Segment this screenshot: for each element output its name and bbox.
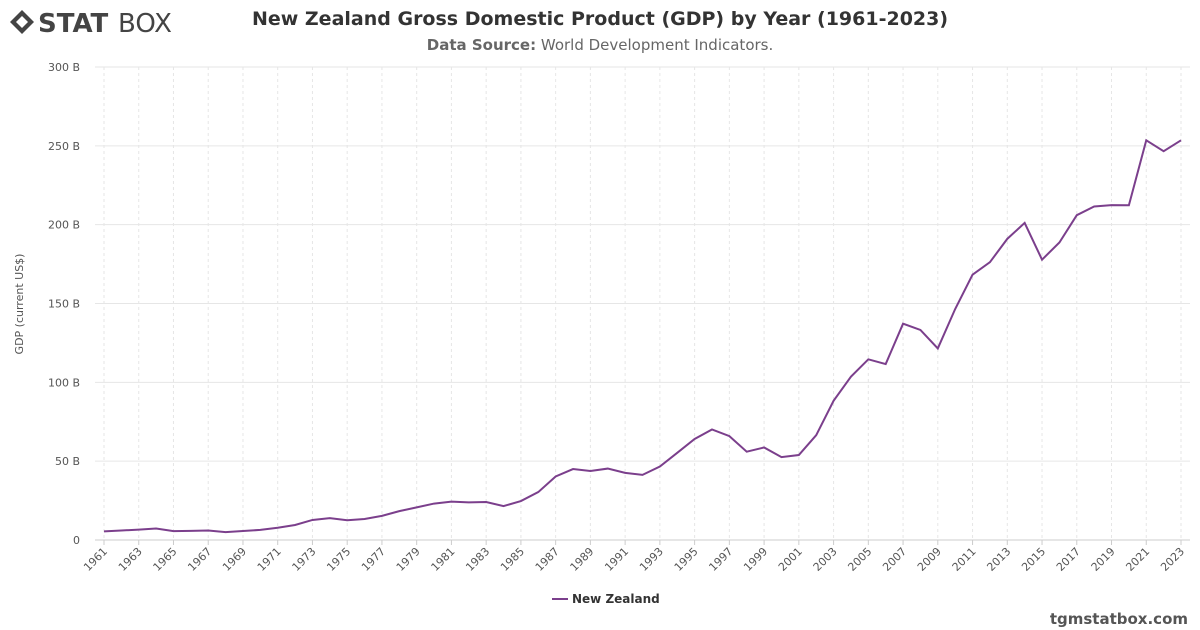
y-tick-label: 100 B: [48, 376, 80, 389]
chart-title: New Zealand Gross Domestic Product (GDP)…: [252, 8, 948, 30]
series-line: [103, 138, 1182, 534]
x-tick-label: 2003: [811, 545, 840, 574]
x-tick-label: 1993: [637, 545, 666, 574]
x-tick-label: 2013: [984, 545, 1013, 574]
x-tick-label: 1965: [151, 545, 180, 574]
x-tick-label: 1987: [533, 545, 562, 574]
y-tick-label: 200 B: [48, 219, 80, 232]
y-tick-label: 50 B: [55, 455, 80, 468]
y-tick-label: 300 B: [48, 61, 80, 74]
x-tick-label: 2011: [950, 545, 979, 574]
x-tick-label: 2015: [1019, 545, 1048, 574]
x-tick-label: 1995: [672, 545, 701, 574]
x-tick-label: 1975: [324, 545, 353, 574]
x-tick-label: 1997: [706, 545, 735, 574]
x-tick-label: 1961: [81, 545, 110, 574]
x-tick-label: 2001: [776, 545, 805, 574]
x-tick-label: 1981: [429, 545, 458, 574]
logo-light: BOX: [118, 9, 172, 39]
y-tick-label: 0: [73, 534, 80, 547]
subtitle-text: World Development Indicators.: [541, 36, 773, 54]
x-tick-label: 1983: [463, 545, 492, 574]
x-tick-label: 1969: [220, 545, 249, 574]
x-tick-label: 2021: [1123, 545, 1152, 574]
x-tick-label: 1977: [359, 545, 388, 574]
x-tick-label: 1989: [568, 545, 597, 574]
x-tick-label: 2009: [915, 545, 944, 574]
x-tick-label: 1985: [498, 545, 527, 574]
y-tick-label: 250 B: [48, 140, 80, 153]
x-tick-label: 2019: [1089, 545, 1118, 574]
x-tick-label: 1967: [185, 545, 214, 574]
logo: STAT BOX: [10, 9, 172, 39]
x-tick-label: 1991: [602, 545, 631, 574]
x-tick-label: 1963: [116, 545, 145, 574]
x-tick-label: 1971: [255, 545, 284, 574]
logo-bold: STAT: [38, 9, 109, 39]
x-tick-label: 1973: [290, 545, 319, 574]
legend-label: New Zealand: [572, 592, 660, 606]
subtitle-label: Data Source:: [427, 36, 536, 54]
y-tick-label: 150 B: [48, 298, 80, 311]
x-tick-label: 2007: [880, 545, 909, 574]
footer: tgmstatbox.com: [1050, 610, 1188, 628]
logo-icon-inner: [16, 16, 28, 28]
x-tick-label: 2005: [845, 545, 874, 574]
x-tick-label: 2017: [1054, 545, 1083, 574]
x-tick-label: 1999: [741, 545, 770, 574]
subtitle: Data Source: World Development Indicator…: [427, 36, 774, 54]
x-tick-label: 2023: [1158, 545, 1187, 574]
x-tick-label: 1979: [394, 545, 423, 574]
y-axis-label: GDP (current US$): [13, 254, 26, 355]
